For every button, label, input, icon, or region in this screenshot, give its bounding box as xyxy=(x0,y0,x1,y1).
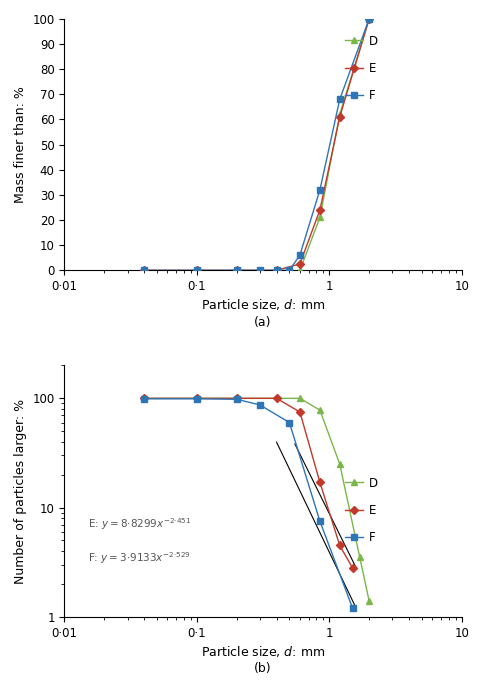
Y-axis label: Mass finer than: %: Mass finer than: % xyxy=(14,86,27,203)
Text: (b): (b) xyxy=(254,662,272,675)
Legend: D, E, F: D, E, F xyxy=(341,30,383,106)
Text: F: $y = 3{\cdot}9133x^{-2{\cdot}529}$: F: $y = 3{\cdot}9133x^{-2{\cdot}529}$ xyxy=(88,550,191,565)
Text: E: $y = 8{\cdot}8299x^{-2{\cdot}451}$: E: $y = 8{\cdot}8299x^{-2{\cdot}451}$ xyxy=(88,516,191,532)
Legend: D, E, F: D, E, F xyxy=(341,472,383,549)
Y-axis label: Number of particles larger: %: Number of particles larger: % xyxy=(14,398,27,584)
X-axis label: Particle size, $d$: mm: Particle size, $d$: mm xyxy=(201,297,325,312)
X-axis label: Particle size, $d$: mm: Particle size, $d$: mm xyxy=(201,644,325,659)
Text: (a): (a) xyxy=(254,315,272,328)
